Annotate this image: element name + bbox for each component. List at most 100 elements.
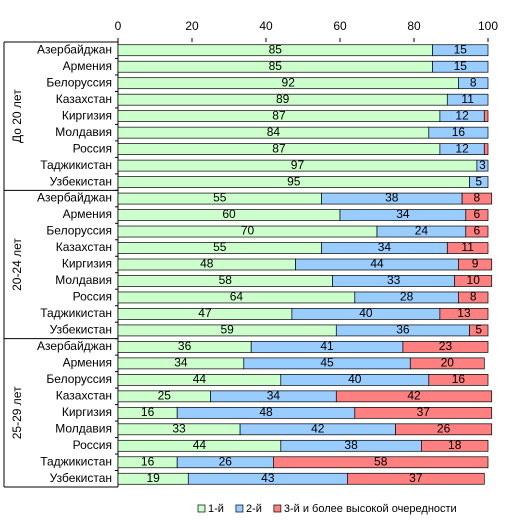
data-label: 3 [479, 158, 486, 172]
data-label: 15 [454, 59, 468, 73]
category-label: Таджикистан [40, 454, 112, 468]
data-label: 41 [320, 339, 334, 353]
data-label: 36 [178, 339, 192, 353]
data-label: 43 [261, 471, 275, 485]
data-label: 33 [387, 273, 401, 287]
data-label: 8 [470, 75, 477, 89]
bar-segment [428, 126, 489, 139]
data-label: 12 [455, 141, 469, 155]
category-label: Узбекистан [50, 471, 112, 485]
data-label: 37 [409, 471, 423, 485]
data-label: 95 [287, 174, 301, 188]
data-label: 44 [193, 372, 207, 386]
category-label: Азербайджан [37, 339, 112, 353]
data-label: 34 [396, 207, 410, 221]
group-label: 25-29 лет [10, 386, 24, 439]
data-label: 11 [461, 92, 474, 106]
bar-segment [458, 258, 493, 271]
bar-segment [461, 192, 493, 205]
data-label: 18 [448, 438, 462, 452]
data-label: 20 [441, 356, 455, 370]
data-label: 9 [472, 257, 479, 271]
data-label: 16 [452, 372, 466, 386]
data-label: 25 [158, 389, 172, 403]
data-label: 48 [200, 257, 214, 271]
bar-segment [409, 357, 485, 370]
x-tick-label: 60 [333, 19, 347, 33]
x-tick-label: 20 [185, 19, 199, 33]
data-label: 10 [467, 273, 481, 287]
data-label: 55 [213, 240, 227, 254]
data-label: 40 [348, 372, 362, 386]
bar-segment [458, 291, 489, 304]
x-tick-label: 80 [407, 19, 421, 33]
bar-segment [469, 176, 489, 188]
category-label: Киргизия [62, 257, 112, 271]
data-label: 34 [174, 356, 188, 370]
group-label: 20-24 лет [10, 238, 24, 291]
data-label: 58 [219, 273, 233, 287]
data-label: 85 [269, 59, 283, 73]
data-label: 64 [230, 290, 244, 304]
category-label: Россия [73, 438, 112, 452]
data-label: 16 [141, 454, 155, 468]
bar-segment [428, 374, 489, 386]
data-label: 59 [220, 323, 234, 337]
data-label: 8 [474, 191, 481, 205]
legend-swatch [235, 504, 244, 513]
bar-segment [476, 159, 489, 172]
category-label: Армения [63, 207, 112, 221]
data-label: 16 [452, 125, 466, 139]
category-label: Казахстан [56, 92, 112, 106]
bar-segment [335, 390, 493, 403]
category-label: Белоруссия [46, 372, 112, 386]
category-label: Азербайджан [37, 42, 112, 56]
bar-segment [395, 423, 493, 436]
data-label: 16 [141, 405, 155, 419]
data-label: 44 [193, 438, 207, 452]
data-label: 92 [282, 75, 296, 89]
legend-label: 2-й [246, 503, 262, 515]
data-label: 34 [267, 389, 281, 403]
category-label: Киргизия [62, 405, 112, 419]
data-label: 36 [396, 323, 410, 337]
data-label: 6 [474, 224, 481, 238]
data-label: 26 [219, 454, 233, 468]
group-label: До 20 лет [10, 89, 24, 143]
data-label: 13 [457, 306, 471, 320]
category-label: Казахстан [56, 240, 112, 254]
category-label: Молдавия [55, 421, 112, 435]
category-label: Узбекистан [50, 323, 112, 337]
x-tick-label: 0 [115, 19, 122, 33]
data-label: 42 [407, 389, 421, 403]
category-label: Россия [73, 141, 112, 155]
data-label: 6 [474, 207, 481, 221]
data-label: 60 [222, 207, 236, 221]
data-label: 97 [291, 158, 305, 172]
data-label: 89 [276, 92, 290, 106]
category-label: Азербайджан [37, 191, 112, 205]
bar-segment [469, 324, 489, 337]
bar-segment [354, 406, 493, 419]
category-label: Молдавия [55, 273, 112, 287]
bar-segment [273, 456, 489, 469]
category-label: Белоруссия [46, 75, 112, 89]
category-label: Таджикистан [40, 158, 112, 172]
data-label: 87 [272, 141, 286, 155]
legend-label: 3-й и более высокой очередности [284, 503, 457, 515]
legend-swatch [273, 504, 282, 513]
data-label: 87 [272, 108, 286, 122]
data-label: 38 [385, 191, 399, 205]
data-label: 42 [311, 421, 325, 435]
bar-segment [446, 242, 489, 254]
category-label: Армения [63, 59, 112, 73]
data-label: 84 [267, 125, 281, 139]
data-label: 44 [370, 257, 384, 271]
legend-label: 1-й [208, 503, 224, 515]
bar-segment [446, 93, 489, 106]
data-label: 8 [470, 290, 477, 304]
data-label: 55 [213, 191, 227, 205]
data-label: 26 [437, 421, 451, 435]
data-label: 85 [269, 42, 283, 56]
